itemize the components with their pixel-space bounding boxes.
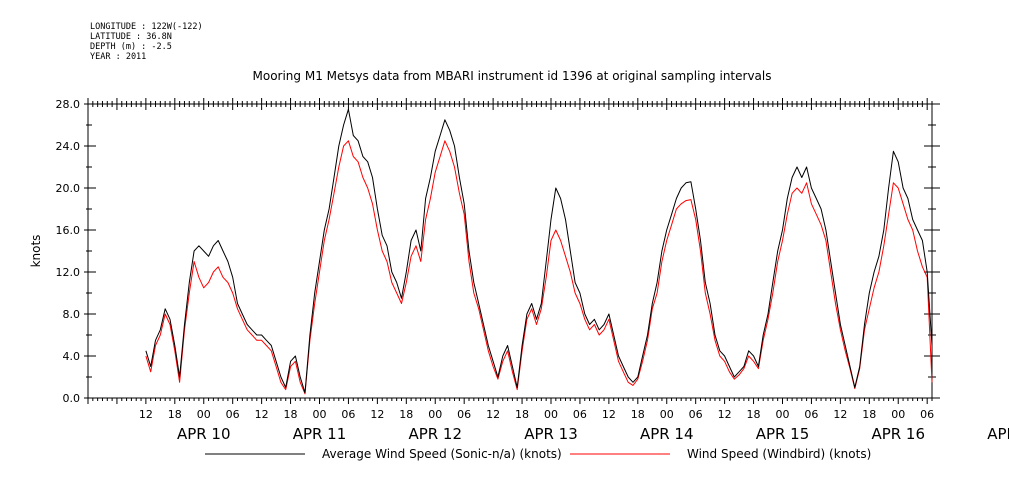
legend-label-average-wind-speed: Average Wind Speed (Sonic-n/a) (knots) [322, 447, 562, 461]
x-tick-label: 18 [631, 408, 645, 421]
x-day-label: APR 16 [871, 425, 925, 443]
x-tick-label: 06 [920, 408, 934, 421]
x-tick-label: 00 [775, 408, 789, 421]
x-tick-label: 00 [428, 408, 442, 421]
x-tick-label: 06 [573, 408, 587, 421]
x-day-label: APR 11 [293, 425, 347, 443]
series-line-average-wind-speed [145, 108, 933, 394]
chart-title: Mooring M1 Metsys data from MBARI instru… [253, 69, 772, 83]
x-day-label: APR 17 [987, 425, 1009, 443]
x-tick-label: 18 [515, 408, 529, 421]
x-day-label: APR 14 [640, 425, 694, 443]
y-axis: 0.0 4.0 8.0 12.0 16.0 20.0 24.0 28.0 [56, 98, 940, 405]
x-tick-label: 00 [312, 408, 326, 421]
x-tick-label: 00 [544, 408, 558, 421]
x-day-label: APR 13 [524, 425, 578, 443]
y-tick-label: 16.0 [56, 224, 81, 237]
y-axis-label: knots [29, 235, 43, 268]
x-tick-label: 06 [804, 408, 818, 421]
y-tick-label: 0.0 [63, 392, 81, 405]
x-tick-label: 12 [833, 408, 847, 421]
latitude-label: LATITUDE : 36.8N [90, 32, 172, 42]
x-tick-label: 00 [660, 408, 674, 421]
year-label: YEAR : 2011 [90, 52, 147, 62]
x-day-label: APR 12 [408, 425, 462, 443]
metadata-block: LONGITUDE : 122W(-122) LATITUDE : 36.8N … [90, 22, 203, 62]
x-tick-label: 18 [747, 408, 761, 421]
series-layer [145, 108, 933, 395]
x-tick-label: 18 [862, 408, 876, 421]
x-tick-label: 12 [370, 408, 384, 421]
x-tick-label: 18 [168, 408, 182, 421]
y-tick-label: 12.0 [56, 266, 81, 279]
x-tick-label: 12 [718, 408, 732, 421]
y-tick-label: 4.0 [63, 350, 81, 363]
x-tick-label: 06 [341, 408, 355, 421]
x-tick-label: 06 [457, 408, 471, 421]
x-day-label: APR 15 [756, 425, 810, 443]
x-tick-label: 06 [226, 408, 240, 421]
x-tick-label: 12 [255, 408, 269, 421]
y-tick-label: 24.0 [56, 140, 81, 153]
x-tick-label: 00 [197, 408, 211, 421]
x-day-label: APR 10 [177, 425, 231, 443]
y-tick-label: 20.0 [56, 182, 81, 195]
x-axis: 12 18 00 06 12 18 00 06 12 18 00 06 12 18 00 06 12 18 00 06… [87, 98, 1009, 443]
x-tick-label: 18 [284, 408, 298, 421]
x-tick-label: 18 [399, 408, 413, 421]
y-tick-label: 8.0 [63, 308, 81, 321]
x-tick-label: 00 [891, 408, 905, 421]
y-tick-label: 28.0 [56, 98, 81, 111]
x-tick-label: 12 [139, 408, 153, 421]
x-tick-label: 06 [689, 408, 703, 421]
depth-label: DEPTH (m) : -2.5 [90, 42, 172, 52]
legend-label-windbird-wind-speed: Wind Speed (Windbird) (knots) [687, 447, 871, 461]
legend: Average Wind Speed (Sonic-n/a) (knots) W… [205, 447, 871, 461]
x-tick-label: 12 [602, 408, 616, 421]
longitude-label: LONGITUDE : 122W(-122) [90, 22, 203, 32]
series-line-windbird-wind-speed [145, 140, 933, 395]
x-tick-label: 12 [486, 408, 500, 421]
